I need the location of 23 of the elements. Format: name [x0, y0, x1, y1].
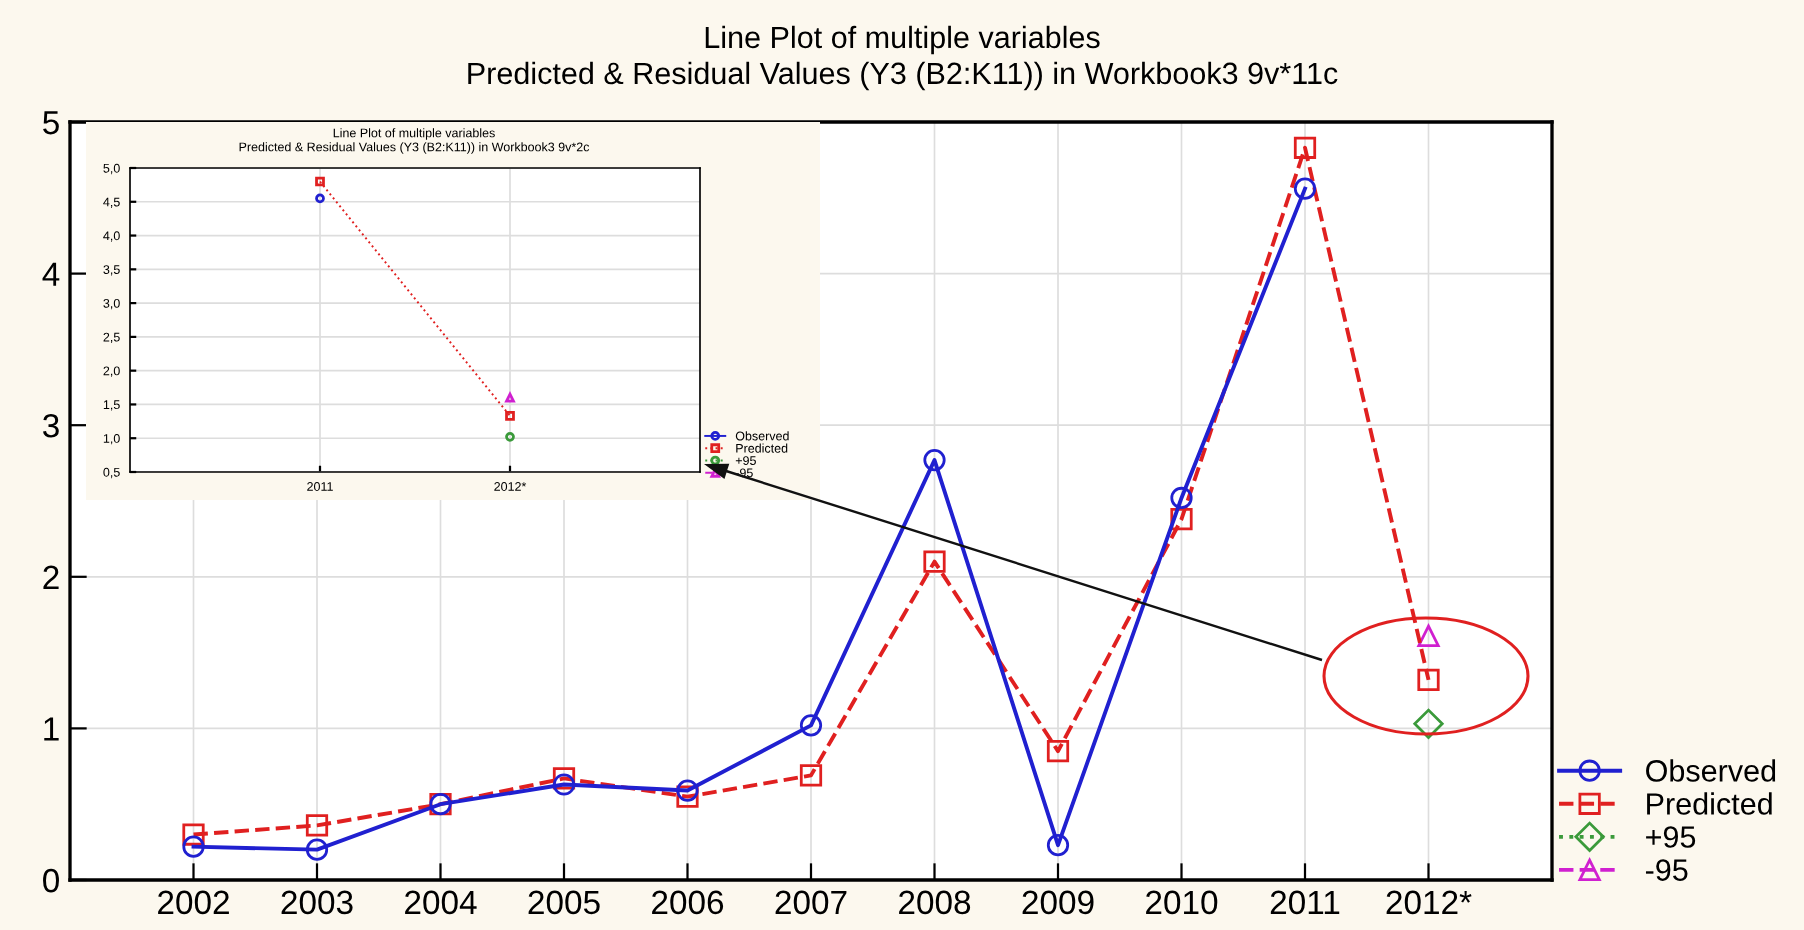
chart-subtitle: Predicted & Residual Values (Y3 (B2:K11)) in Workbook3 9v*11c [468, 61, 1338, 91]
x-tick-label: 2009 [1022, 890, 1094, 915]
legend-label: Predicted [1647, 792, 1772, 815]
y-tick-label: 1 [44, 717, 59, 741]
chart-title: Line Plot of multiple variables [705, 25, 1100, 55]
legend-label: -95 [1645, 859, 1688, 881]
x-tick-label: 2006 [652, 890, 724, 915]
x-tick-label: 2004 [405, 890, 477, 915]
y-tick-label: 5 [43, 111, 59, 135]
x-tick-label: 2003 [281, 890, 353, 915]
y-tick-label: 3 [43, 414, 59, 438]
x-tick-label: 2012* [1386, 890, 1472, 915]
x-tick-label: 2007 [775, 890, 847, 915]
y-tick-label: 4 [42, 262, 60, 286]
x-tick-label: 2002 [158, 890, 229, 915]
x-tick-label: 2005 [528, 890, 600, 915]
x-tick-label: 2011 [1270, 890, 1340, 915]
x-tick-label: 2008 [899, 890, 971, 915]
y-tick-label: 2 [43, 565, 59, 589]
legend-label: Observed [1646, 759, 1776, 782]
y-tick-label: 0 [43, 868, 59, 893]
legend-label: +95 [1646, 826, 1696, 848]
x-tick-label: 2010 [1146, 890, 1218, 915]
